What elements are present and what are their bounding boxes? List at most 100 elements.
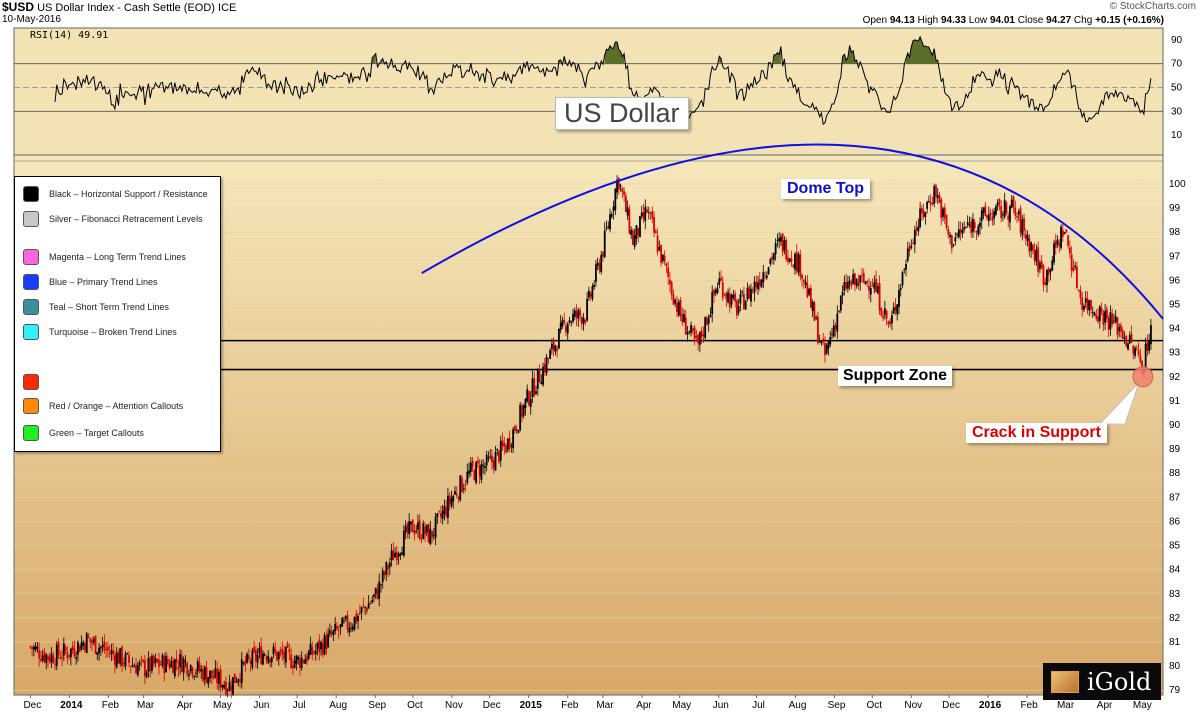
candle-body <box>642 211 645 219</box>
candle-body <box>131 664 134 667</box>
candle-body <box>145 672 148 678</box>
candle-body <box>316 642 319 650</box>
candle-body <box>491 455 493 463</box>
candle-body <box>623 191 626 196</box>
candle-body <box>517 430 520 434</box>
candle-body <box>242 662 245 664</box>
symbol: $USD <box>2 0 35 14</box>
candle-body <box>262 653 264 665</box>
candle-body <box>637 228 640 236</box>
candle-body <box>617 178 620 190</box>
candle-body <box>767 267 770 275</box>
candle-body <box>926 201 929 209</box>
x-tick-label: Mar <box>137 700 155 711</box>
candle-body <box>730 294 733 305</box>
candle-body <box>1132 345 1135 354</box>
candle-body <box>871 285 874 287</box>
legend-item <box>23 373 49 391</box>
candle-body <box>1054 240 1057 248</box>
candle-body <box>1010 199 1013 208</box>
candle-body <box>128 655 130 663</box>
chart-title-callout: US Dollar <box>555 97 689 130</box>
candle-body <box>628 209 631 234</box>
x-tick-label: Feb <box>1020 700 1038 711</box>
candle-body <box>1107 318 1110 330</box>
candle-body <box>1026 234 1029 241</box>
candle-body <box>373 594 375 597</box>
candle-body <box>106 646 109 651</box>
candle-body <box>741 291 744 293</box>
candle-body <box>1137 350 1140 355</box>
candle-body <box>1116 317 1119 335</box>
candle-body <box>84 643 86 651</box>
candle-body <box>580 316 583 325</box>
x-tick-label: Mar <box>596 700 614 711</box>
y-tick-label: 82 <box>1169 613 1181 624</box>
candle-body <box>762 272 765 283</box>
legend-swatch <box>23 374 39 390</box>
candle-body <box>374 587 377 594</box>
y-tick-label: 94 <box>1169 324 1181 335</box>
candle-body <box>156 659 159 663</box>
candle-body <box>38 650 41 659</box>
candle-body <box>1049 269 1052 273</box>
candle-body <box>485 454 488 466</box>
candle-body <box>616 179 618 193</box>
candle-body <box>367 603 370 609</box>
candle-body <box>589 293 592 297</box>
candle-body <box>859 275 862 283</box>
candle-body <box>256 655 259 663</box>
candle-body <box>513 426 516 432</box>
candle-body <box>919 208 922 228</box>
candle-body <box>505 445 507 453</box>
candle-body <box>188 674 190 677</box>
candle-body <box>1023 218 1025 231</box>
candle-body <box>397 553 400 557</box>
candle-body <box>901 272 904 286</box>
candle-body <box>78 645 81 652</box>
y-tick-label: 93 <box>1169 348 1181 359</box>
x-tick-label: Sep <box>368 700 386 711</box>
candle-body <box>732 295 735 298</box>
candle-body <box>610 214 613 217</box>
candle-body <box>972 219 974 232</box>
candle-body <box>87 636 90 638</box>
candle-body <box>783 240 786 251</box>
candle-body <box>119 648 122 664</box>
candle-body <box>1044 282 1047 285</box>
candle-body <box>233 673 236 683</box>
candle-body <box>196 661 199 672</box>
x-tick-label: 2014 <box>60 700 83 711</box>
candle-body <box>179 653 182 668</box>
candle-body <box>609 214 611 230</box>
candle-body <box>519 404 522 430</box>
candle-body <box>868 285 870 291</box>
candle-body <box>1121 329 1124 339</box>
candle-body <box>269 658 271 663</box>
x-tick-label: Jun <box>253 700 269 711</box>
chart-header: $USD US Dollar Index - Cash Settle (EOD)… <box>2 1 236 15</box>
candle-body <box>949 234 951 237</box>
candle-body <box>228 682 231 691</box>
candle-body <box>861 274 863 276</box>
candle-body <box>506 438 509 451</box>
candle-body <box>159 664 162 666</box>
candle-body <box>862 272 865 283</box>
rsi-overbought-fill <box>372 53 376 64</box>
candle-body <box>785 240 788 260</box>
y-tick-label: 92 <box>1169 372 1181 383</box>
candle-body <box>621 187 624 193</box>
candle-body <box>151 656 153 671</box>
candle-body <box>73 648 76 657</box>
candle-body <box>1125 336 1128 347</box>
candle-body <box>94 635 97 654</box>
candle-body <box>441 511 444 519</box>
candle-body <box>832 325 835 337</box>
candle-body <box>707 317 710 324</box>
candle-body <box>776 240 779 242</box>
candle-body <box>168 663 171 669</box>
candle-body <box>591 286 594 300</box>
candle-body <box>545 356 548 374</box>
candle-body <box>716 288 719 293</box>
candle-body <box>170 660 173 668</box>
